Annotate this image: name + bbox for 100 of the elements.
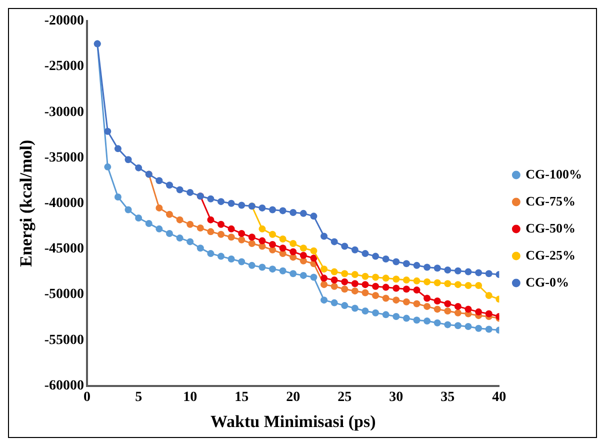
point [186,220,194,228]
point [392,296,400,304]
x-tick-label: 5 [135,390,142,405]
point [475,282,482,289]
y-tick-label: -25000 [44,59,84,74]
point [454,322,462,330]
point [166,182,173,189]
point [351,287,358,294]
x-tick-label: 15 [234,390,249,405]
y-tick-label: -30000 [44,104,84,120]
point [454,267,462,274]
point [362,281,369,288]
point [444,300,452,308]
point [320,281,328,288]
point [238,236,246,244]
point [444,280,452,288]
point [300,272,307,279]
point [269,240,276,248]
point [485,270,492,278]
point [300,210,307,217]
point [290,248,297,256]
point [402,260,410,268]
point [218,252,224,260]
point [454,302,462,310]
point [228,256,235,263]
x-tick-label: 25 [338,390,352,405]
point [104,128,112,135]
point [114,145,122,152]
point [434,279,441,286]
point [300,244,307,252]
point [269,206,276,214]
point [135,164,142,172]
y-tick-label: -55000 [44,332,84,348]
point [320,266,328,273]
legend-label: CG-75% [526,193,576,208]
point [228,234,235,241]
point [372,309,380,316]
point [402,276,410,284]
point [434,297,441,304]
point [485,292,492,300]
point [279,207,286,214]
point [330,276,338,284]
point [156,177,163,184]
x-tick-label: 0 [84,390,91,405]
point [351,280,358,288]
point [290,240,297,248]
point [258,204,266,212]
point [372,274,380,281]
point [454,281,462,288]
point [341,270,348,278]
point [392,258,400,266]
point [156,204,163,212]
point [413,286,420,294]
point [176,186,184,194]
y-tick-label: -45000 [44,242,84,257]
point [413,316,420,324]
point [290,209,297,216]
x-tick-label: 40 [492,390,506,405]
point [258,264,266,271]
point [330,282,338,290]
point [124,206,132,214]
legend-label: CG-50% [526,220,576,236]
point [269,266,276,273]
point [351,246,358,254]
point [320,296,328,304]
point [156,225,163,232]
y-axis-title: Energi (kcal/mol) [16,140,36,267]
point [454,309,462,316]
point [434,306,441,313]
point [124,156,132,164]
point [300,252,307,259]
point [413,300,420,308]
point [207,216,214,224]
point [218,230,224,238]
point [248,262,256,269]
point [279,244,286,252]
point [330,299,338,306]
point [207,195,214,202]
point [351,271,358,278]
legend-label: CG-25% [526,247,576,262]
point [258,225,266,232]
legend-label: CG-0% [526,274,570,290]
legend-label: CG-100% [526,166,582,182]
point [166,230,173,237]
point [238,258,246,266]
point [413,277,420,284]
point [310,212,318,220]
point [362,289,369,296]
point [320,274,328,282]
point [444,321,452,328]
y-tick-label: -20000 [44,14,84,29]
point [372,252,380,260]
point [186,188,194,196]
point [475,269,482,276]
point [310,274,318,281]
point [269,230,276,238]
point [196,224,204,232]
point [464,323,472,330]
point [382,256,390,263]
y-tick-label: -40000 [44,196,84,212]
